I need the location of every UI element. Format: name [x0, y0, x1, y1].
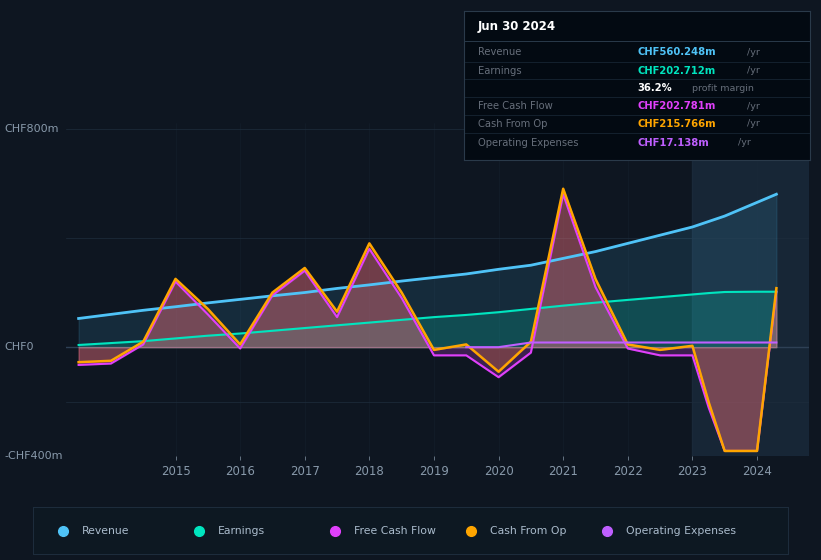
- Text: /yr: /yr: [747, 66, 760, 75]
- Text: Operating Expenses: Operating Expenses: [626, 526, 736, 535]
- Text: Earnings: Earnings: [478, 66, 521, 76]
- Text: Revenue: Revenue: [478, 47, 521, 57]
- Text: CHF215.766m: CHF215.766m: [637, 119, 716, 129]
- Text: CHF17.138m: CHF17.138m: [637, 138, 709, 147]
- Text: Operating Expenses: Operating Expenses: [478, 138, 578, 147]
- Text: Revenue: Revenue: [82, 526, 130, 535]
- Text: profit margin: profit margin: [689, 84, 754, 93]
- Text: Earnings: Earnings: [218, 526, 265, 535]
- Text: /yr: /yr: [737, 138, 750, 147]
- Text: 36.2%: 36.2%: [637, 83, 672, 94]
- Text: CHF800m: CHF800m: [4, 124, 58, 134]
- Text: -CHF400m: -CHF400m: [4, 451, 62, 461]
- Text: /yr: /yr: [747, 102, 760, 111]
- Text: Free Cash Flow: Free Cash Flow: [354, 526, 436, 535]
- Text: CHF560.248m: CHF560.248m: [637, 47, 716, 57]
- Text: Jun 30 2024: Jun 30 2024: [478, 20, 556, 32]
- Text: /yr: /yr: [747, 48, 760, 57]
- Text: /yr: /yr: [747, 119, 760, 128]
- Text: CHF0: CHF0: [4, 342, 34, 352]
- Text: CHF202.781m: CHF202.781m: [637, 101, 715, 111]
- Bar: [692, 123, 809, 456]
- Text: CHF202.712m: CHF202.712m: [637, 66, 715, 76]
- Text: Cash From Op: Cash From Op: [490, 526, 566, 535]
- Text: Free Cash Flow: Free Cash Flow: [478, 101, 553, 111]
- Text: Cash From Op: Cash From Op: [478, 119, 547, 129]
